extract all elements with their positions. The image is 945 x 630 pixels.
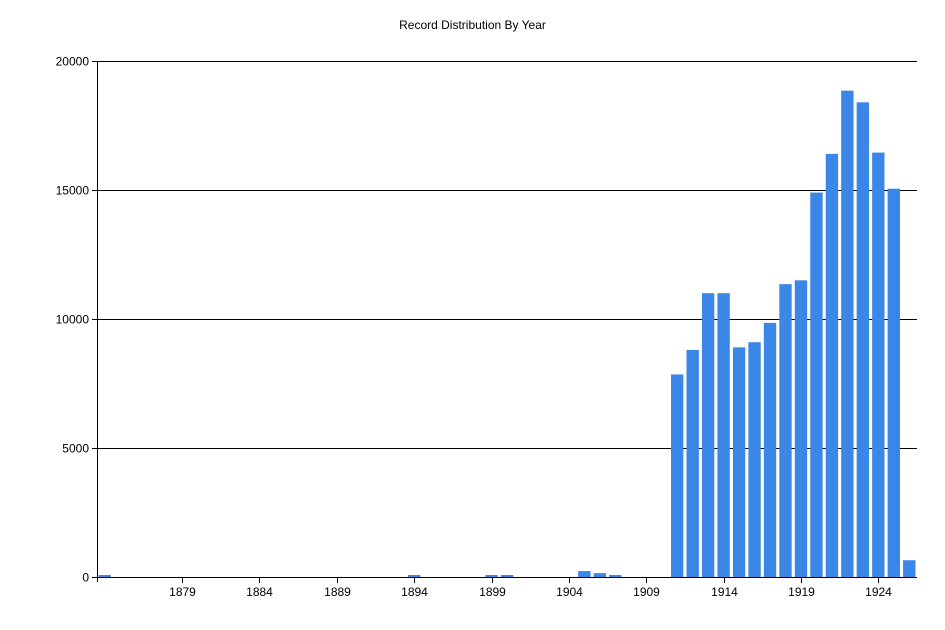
y-tick-label: 5000 [62,442,89,456]
x-tick-label: 1909 [633,585,660,599]
y-tick-label: 10000 [56,313,90,327]
x-tick-label: 1879 [169,585,196,599]
bar-1921 [825,153,839,577]
x-tick-label: 1914 [711,585,738,599]
bar-1920 [810,192,823,577]
axes [92,61,917,583]
bar-1917 [763,322,777,577]
bar-1926 [903,560,916,577]
bar-1874 [98,575,111,577]
bar-1907 [609,574,622,577]
bar-1919 [794,280,808,577]
x-tick-label: 1899 [479,585,506,599]
gridlines [97,61,917,449]
x-tick-label: 1889 [324,585,351,599]
bar-1918 [779,284,792,577]
bar-1894 [407,575,421,577]
chart-title: Record Distribution By Year [399,18,546,32]
bar-1915 [732,347,746,577]
bar-1899 [485,575,498,577]
bar-1913 [701,293,715,577]
x-tick-label: 1894 [401,585,428,599]
bars [98,90,916,578]
x-tick-label: 1904 [556,585,583,599]
bar-1914 [717,293,730,577]
bar-1922 [841,90,854,578]
bar-1923 [856,102,870,577]
x-tick-label: 1919 [788,585,815,599]
x-tick-label: 1884 [246,585,273,599]
y-tick-label: 20000 [56,55,90,69]
bar-1916 [748,342,761,577]
bar-1912 [686,349,699,577]
bar-1924 [872,152,885,577]
bar-1900 [500,575,514,577]
y-tick-label: 15000 [56,184,90,198]
bar-1925 [887,188,900,577]
bar-1906 [593,573,607,577]
tick-labels: 0 5000 10000 15000 20000 1879 1884 1889 1894 1899… [56,55,893,600]
bar-1905 [578,571,591,577]
bar-1911 [671,374,684,577]
y-tick-label: 0 [82,571,89,585]
x-tick-label: 1924 [865,585,892,599]
